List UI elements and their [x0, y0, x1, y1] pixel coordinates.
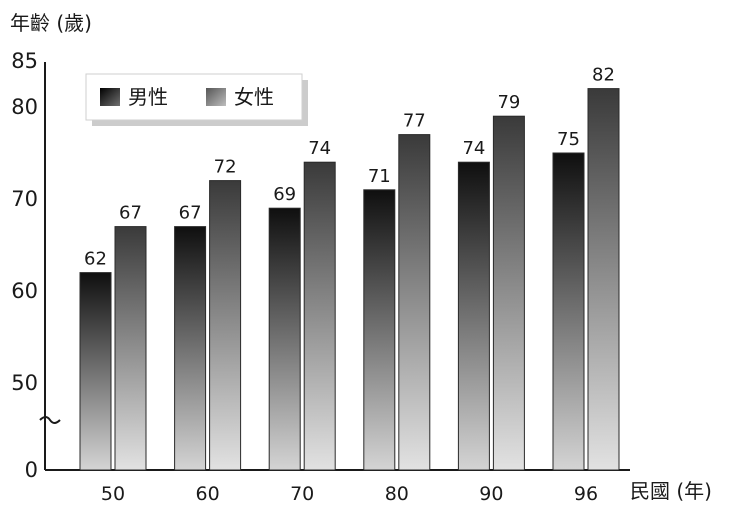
axis-break-mark: [39, 416, 61, 424]
y-tick-label: 85: [11, 49, 38, 73]
bar-female: [398, 134, 431, 471]
x-axis-ticks: 50 60 70 80 90 96: [101, 483, 598, 505]
bar-female: [209, 180, 242, 471]
y-tick-label: 50: [11, 371, 38, 395]
data-label: 77: [403, 111, 426, 132]
data-label: 74: [462, 138, 485, 159]
bar-male: [174, 226, 207, 471]
x-tick-label: 90: [479, 483, 503, 505]
bar-female: [114, 226, 147, 471]
bar-male: [457, 161, 490, 471]
legend-label-female: 女性: [234, 85, 274, 109]
y-axis-title: 年齡 (歲): [10, 11, 92, 35]
data-label: 72: [214, 157, 237, 178]
x-tick-label: 96: [574, 483, 598, 505]
legend-box: [85, 73, 303, 121]
data-label: 69: [273, 184, 296, 205]
bar-male: [79, 272, 112, 471]
data-label: 67: [119, 203, 142, 224]
bar-male: [552, 152, 585, 471]
y-axis-ticks: 0 50 60 70 80 85: [11, 49, 38, 482]
data-label: 74: [308, 138, 331, 159]
x-axis-title: 民國 (年): [630, 479, 712, 503]
x-tick-label: 70: [290, 483, 314, 505]
bar-male: [363, 189, 396, 471]
bar-male: [268, 207, 301, 471]
data-label: 82: [592, 65, 615, 86]
y-tick-label: 60: [11, 279, 38, 303]
data-label: 75: [557, 129, 580, 150]
legend: 男性 女性: [85, 73, 308, 126]
data-label: 62: [84, 249, 107, 270]
bars: 62 67 67 72 69 74 71 77 74 79 75 82: [79, 65, 620, 471]
y-tick-label: 0: [25, 458, 38, 482]
legend-swatch-male: [100, 88, 120, 106]
bar-female: [587, 88, 620, 471]
y-tick-label: 70: [11, 187, 38, 211]
x-tick-label: 80: [385, 483, 409, 505]
y-tick-label: 80: [11, 95, 38, 119]
legend-label-male: 男性: [128, 85, 168, 109]
data-label: 71: [368, 166, 391, 187]
x-tick-label: 50: [101, 483, 125, 505]
legend-swatch-female: [206, 88, 226, 106]
data-label: 79: [497, 92, 520, 113]
x-tick-label: 60: [196, 483, 220, 505]
bar-female: [492, 115, 525, 471]
bar-female: [303, 161, 336, 471]
data-label: 67: [179, 203, 202, 224]
